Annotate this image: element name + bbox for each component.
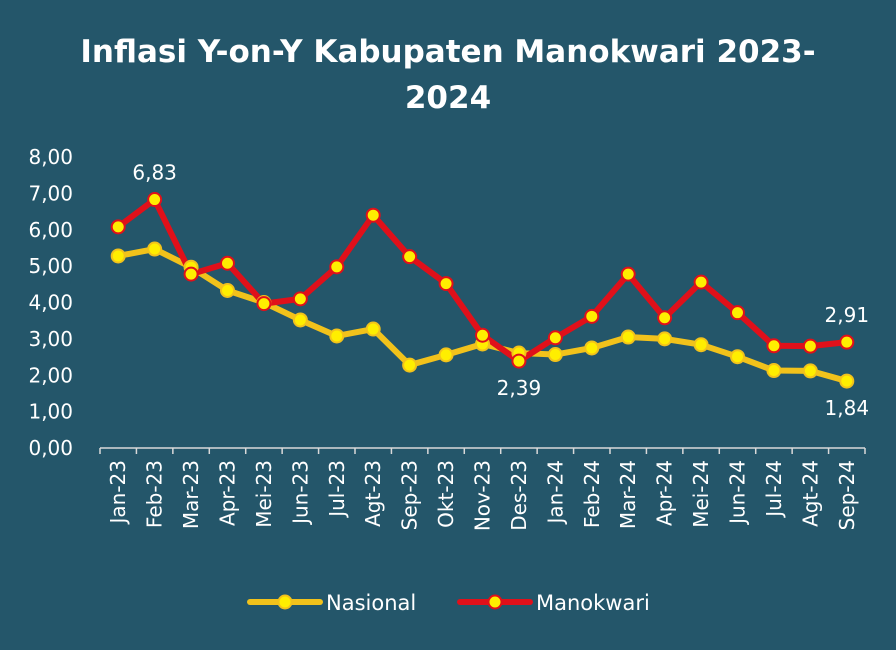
- data-point-manokwari: [402, 249, 418, 265]
- data-point-nasional: [730, 349, 745, 365]
- legend-item-nasional: Nasional: [247, 591, 416, 615]
- x-axis: Jan-23 Feb-23 Mar-23 Apr-23 Mei-23 Jun-23 Jul-…: [99, 447, 866, 531]
- data-point-manokwari: [730, 305, 745, 321]
- data-point-nasional: [110, 248, 126, 264]
- data-point-nasional: [584, 340, 600, 356]
- data-point-nasional: [365, 321, 381, 337]
- data-point-manokwari: [147, 192, 163, 208]
- legend: Nasional Manokwari: [247, 591, 650, 615]
- data-point-nasional: [438, 347, 454, 363]
- x-tick-label: Mar-23: [179, 460, 203, 529]
- x-tick-label: Mei-24: [689, 460, 713, 528]
- data-point-manokwari: [766, 338, 782, 354]
- data-point-manokwari: [256, 296, 272, 312]
- chart-title-line-2: 2024: [405, 80, 491, 116]
- data-point-nasional: [547, 347, 563, 363]
- y-axis: 0,00 1,00 2,00 3,00 4,00 5,00 6,00 7,00 8,00: [28, 145, 73, 460]
- data-point-nasional: [329, 328, 345, 344]
- data-label: 1,84: [825, 396, 870, 420]
- x-tick-label: Nov-23: [471, 460, 495, 531]
- data-point-nasional: [693, 337, 709, 353]
- x-tick-label: Jan-23: [106, 460, 130, 526]
- x-tick-label: Sep-24: [835, 460, 859, 530]
- data-point-nasional: [147, 241, 163, 257]
- legend-label: Nasional: [326, 591, 416, 615]
- data-point-nasional: [402, 357, 418, 373]
- x-tick-label: Jul-24: [762, 460, 786, 519]
- y-tick-label: 1,00: [28, 400, 73, 424]
- data-point-nasional: [839, 373, 855, 389]
- x-tick-label: Jun-23: [288, 460, 312, 526]
- data-labels: 6,83 2,39 2,91 1,84: [132, 161, 869, 421]
- data-point-manokwari: [438, 276, 454, 292]
- x-tick-label: Jan-24: [543, 460, 567, 526]
- data-point-manokwari: [839, 334, 855, 350]
- x-tick-label: Okt-23: [434, 460, 458, 528]
- data-point-manokwari: [547, 330, 563, 346]
- x-tick-label: Mei-23: [252, 460, 276, 528]
- data-point-manokwari: [110, 219, 126, 235]
- legend-swatch-marker: [277, 594, 293, 610]
- data-point-nasional: [657, 331, 673, 347]
- data-point-nasional: [292, 312, 308, 328]
- data-label: 6,83: [132, 161, 177, 185]
- data-label: 2,91: [825, 303, 870, 327]
- data-point-manokwari: [220, 255, 235, 271]
- x-tick-label: Jun-24: [726, 460, 750, 526]
- data-point-nasional: [766, 363, 782, 379]
- data-label: 2,39: [497, 376, 542, 400]
- series-layer: [110, 192, 855, 389]
- y-tick-label: 3,00: [28, 327, 73, 351]
- data-point-manokwari: [620, 266, 636, 282]
- y-tick-label: 0,00: [28, 436, 73, 460]
- x-tick-label: Agt-23: [361, 460, 385, 527]
- data-point-manokwari: [329, 259, 345, 275]
- legend-label: Manokwari: [536, 591, 650, 615]
- x-tick-label: Agt-24: [798, 460, 822, 527]
- x-tick-label: Apr-24: [653, 460, 677, 526]
- data-point-manokwari: [475, 327, 490, 343]
- x-tick-label: Apr-23: [216, 460, 240, 526]
- x-tick-label: Mar-24: [616, 460, 640, 529]
- legend-item-manokwari: Manokwari: [457, 591, 650, 615]
- y-tick-label: 8,00: [28, 145, 73, 169]
- data-point-manokwari: [292, 291, 308, 307]
- data-point-manokwari: [657, 310, 673, 326]
- data-point-manokwari: [584, 308, 600, 324]
- y-tick-label: 6,00: [28, 218, 73, 242]
- data-point-nasional: [802, 363, 818, 379]
- chart-title-line-1: Inflasi Y-on-Y Kabupaten Manokwari 2023-: [80, 34, 815, 70]
- data-point-manokwari: [183, 266, 199, 282]
- data-point-manokwari: [802, 338, 818, 354]
- x-tick-label: Sep-23: [398, 460, 422, 530]
- x-tick-label: Feb-23: [143, 460, 167, 528]
- x-tick-label: Jul-23: [325, 460, 349, 519]
- data-point-manokwari: [693, 274, 709, 290]
- data-point-manokwari: [511, 353, 527, 369]
- x-tick-label: Des-23: [507, 460, 531, 531]
- data-point-nasional: [220, 282, 235, 298]
- y-tick-label: 5,00: [28, 254, 73, 278]
- y-tick-label: 7,00: [28, 181, 73, 205]
- data-point-nasional: [620, 329, 636, 345]
- y-tick-label: 2,00: [28, 363, 73, 387]
- x-tick-label: Feb-24: [580, 460, 604, 528]
- data-point-manokwari: [365, 207, 381, 223]
- y-tick-label: 4,00: [28, 291, 73, 315]
- legend-swatch-marker: [487, 594, 503, 610]
